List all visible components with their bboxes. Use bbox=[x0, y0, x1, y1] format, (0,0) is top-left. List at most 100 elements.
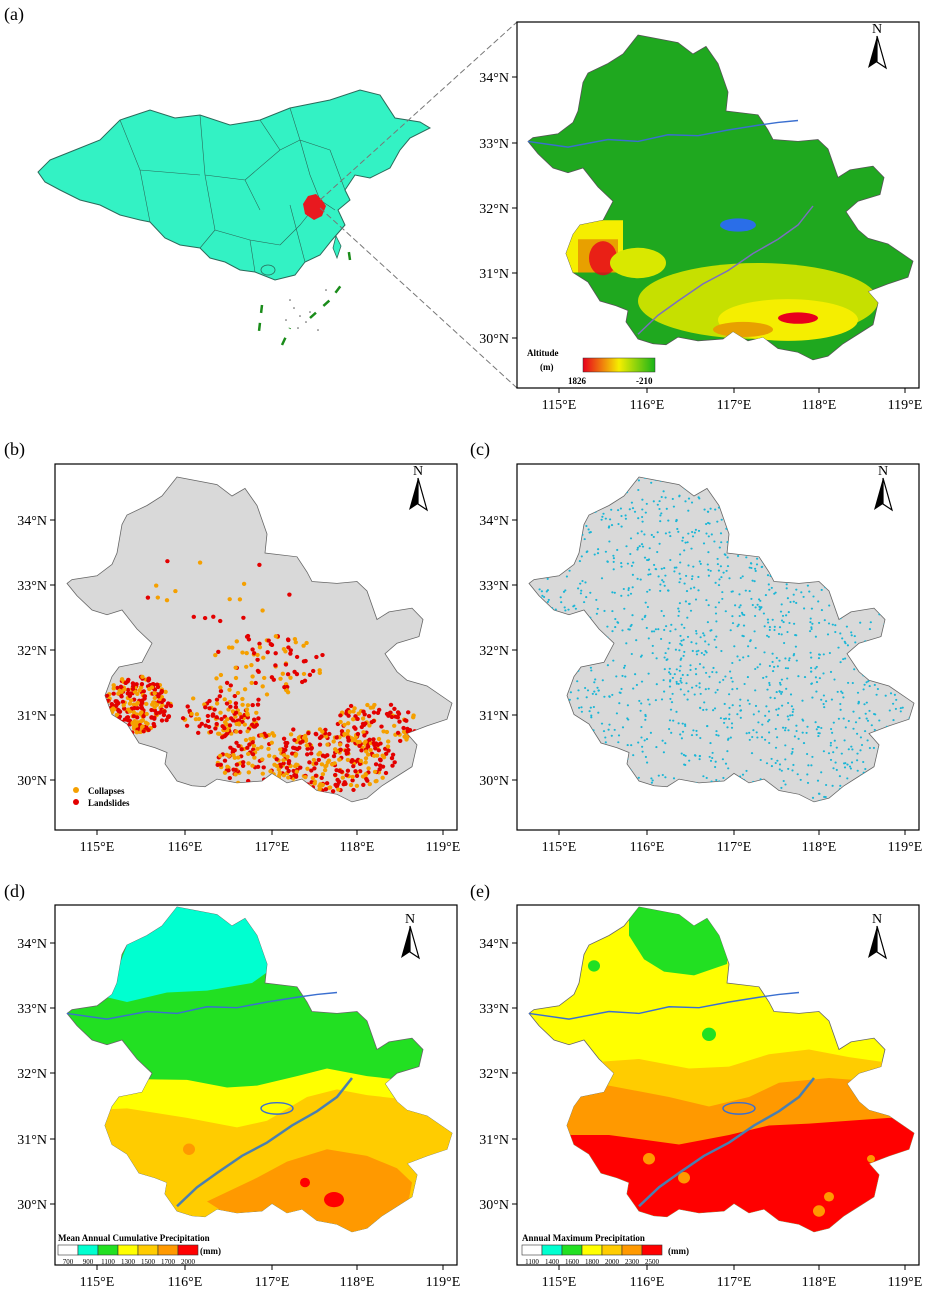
station-point bbox=[565, 575, 568, 578]
hazard-point bbox=[156, 694, 161, 699]
hazard-point bbox=[334, 768, 339, 773]
hazard-point bbox=[276, 767, 281, 772]
hazard-point bbox=[379, 724, 384, 729]
collapse-legend-label: Collapses bbox=[88, 786, 125, 796]
hazard-point bbox=[137, 688, 142, 693]
station-point bbox=[663, 690, 666, 693]
station-point bbox=[854, 721, 858, 724]
station-point bbox=[660, 512, 663, 515]
station-point bbox=[596, 686, 599, 689]
station-point bbox=[620, 525, 623, 528]
station-point bbox=[738, 659, 741, 662]
hazard-point bbox=[123, 680, 128, 686]
altitude-min-label: -210 bbox=[636, 376, 653, 386]
station-point bbox=[758, 608, 761, 611]
legend-swatch bbox=[177, 1244, 199, 1256]
station-point bbox=[722, 571, 725, 574]
station-point bbox=[780, 633, 783, 636]
hazard-point bbox=[246, 761, 251, 766]
lon-tick-label: 117°E bbox=[717, 1275, 752, 1290]
station-point bbox=[693, 531, 696, 534]
hazard-point bbox=[218, 689, 224, 694]
hazard-point bbox=[231, 752, 236, 758]
hazard-point bbox=[393, 714, 398, 719]
station-point bbox=[731, 680, 734, 683]
station-point bbox=[774, 746, 778, 749]
station-point bbox=[695, 642, 698, 645]
station-point bbox=[679, 561, 682, 564]
station-point bbox=[658, 542, 661, 545]
station-point bbox=[773, 665, 776, 668]
station-point bbox=[632, 754, 635, 757]
station-point bbox=[760, 606, 763, 609]
station-point bbox=[741, 634, 744, 637]
station-point bbox=[664, 496, 667, 499]
station-point bbox=[832, 751, 835, 754]
station-point bbox=[750, 597, 753, 600]
station-point bbox=[612, 560, 615, 563]
station-point bbox=[707, 604, 710, 607]
station-point bbox=[698, 663, 702, 666]
station-point bbox=[840, 752, 843, 755]
station-point bbox=[672, 505, 675, 508]
station-point bbox=[577, 689, 580, 692]
hazard-point bbox=[380, 775, 385, 780]
station-point bbox=[721, 597, 724, 600]
hazard-point bbox=[316, 757, 321, 762]
station-point bbox=[791, 750, 794, 754]
station-point bbox=[747, 655, 750, 658]
station-point bbox=[791, 747, 794, 750]
station-point bbox=[852, 710, 855, 713]
hazard-point bbox=[144, 711, 149, 717]
hazard-point bbox=[264, 733, 269, 739]
station-point bbox=[895, 698, 898, 701]
station-point bbox=[731, 615, 734, 618]
lat-tick-label: 32°N bbox=[479, 202, 509, 217]
station-point bbox=[866, 719, 870, 722]
hazard-point bbox=[292, 737, 297, 743]
station-point bbox=[644, 614, 647, 617]
station-point bbox=[677, 614, 680, 617]
station-point bbox=[589, 666, 592, 669]
station-point bbox=[678, 669, 681, 672]
station-point bbox=[681, 536, 685, 539]
station-point bbox=[768, 731, 771, 734]
hazard-point bbox=[322, 768, 328, 773]
station-point bbox=[606, 664, 609, 667]
station-point bbox=[834, 761, 837, 764]
hazard-point bbox=[363, 760, 368, 765]
station-point bbox=[820, 771, 823, 774]
station-point bbox=[690, 501, 694, 504]
station-point bbox=[668, 671, 671, 674]
station-point bbox=[766, 618, 769, 621]
station-point bbox=[806, 752, 809, 756]
station-point bbox=[835, 768, 838, 772]
station-point bbox=[793, 622, 796, 625]
station-point bbox=[648, 703, 651, 706]
legend-swatch bbox=[117, 1244, 139, 1256]
station-point bbox=[683, 763, 686, 766]
station-point bbox=[580, 706, 583, 709]
station-point bbox=[703, 634, 706, 637]
station-point bbox=[787, 701, 790, 705]
station-point bbox=[724, 717, 727, 720]
station-point bbox=[795, 724, 798, 727]
hazard-point bbox=[252, 651, 257, 656]
station-point bbox=[698, 560, 701, 563]
station-point bbox=[597, 689, 600, 692]
station-point bbox=[687, 497, 691, 500]
hazard-point bbox=[245, 703, 251, 708]
station-point bbox=[675, 710, 678, 713]
hazard-point bbox=[314, 761, 319, 766]
station-point bbox=[734, 604, 737, 607]
station-point bbox=[608, 540, 611, 543]
station-point bbox=[695, 733, 698, 736]
station-point bbox=[834, 624, 837, 627]
station-point bbox=[684, 600, 687, 603]
station-point bbox=[822, 672, 825, 675]
station-point bbox=[786, 630, 789, 634]
station-point bbox=[717, 734, 720, 737]
station-point bbox=[809, 651, 812, 654]
station-point bbox=[815, 665, 818, 668]
hazard-point bbox=[338, 713, 343, 718]
